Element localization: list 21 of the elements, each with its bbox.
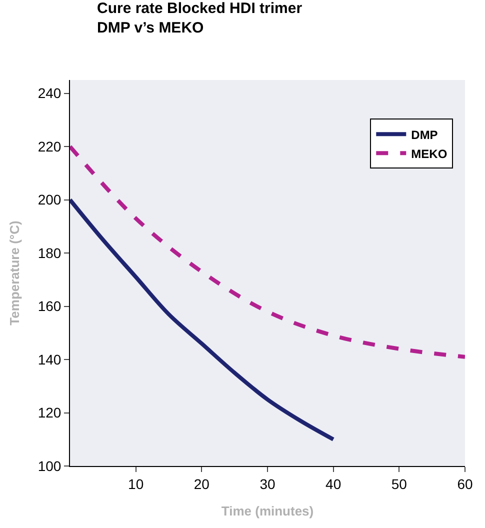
legend-label: DMP bbox=[411, 128, 438, 142]
y-tick-label: 220 bbox=[38, 138, 62, 154]
y-tick-label: 240 bbox=[38, 85, 62, 102]
x-tick-label: 10 bbox=[128, 476, 144, 492]
x-tick-label: 40 bbox=[326, 476, 342, 492]
legend-label: MEKO bbox=[411, 146, 448, 161]
x-tick-label: 50 bbox=[391, 476, 408, 492]
y-tick-label: 140 bbox=[38, 351, 62, 368]
line-series bbox=[70, 144, 465, 359]
y-tick-label: 160 bbox=[38, 298, 62, 314]
x-axis-title: Time (minutes) bbox=[221, 503, 314, 518]
x-tick-label: 60 bbox=[457, 476, 473, 492]
y-tick-label: 200 bbox=[38, 192, 62, 208]
line-series bbox=[70, 198, 336, 442]
x-tick-label: 30 bbox=[260, 476, 276, 492]
y-tick-label: 100 bbox=[38, 458, 62, 474]
y-tick-label: 120 bbox=[38, 404, 62, 421]
y-tick-label: 180 bbox=[38, 244, 62, 261]
y-axis-title: Temperature (°C) bbox=[6, 220, 22, 326]
x-tick-label: 20 bbox=[194, 476, 210, 492]
chart-title: Cure rate Blocked HDI trimer DMP v’s MEKO bbox=[97, 0, 302, 37]
